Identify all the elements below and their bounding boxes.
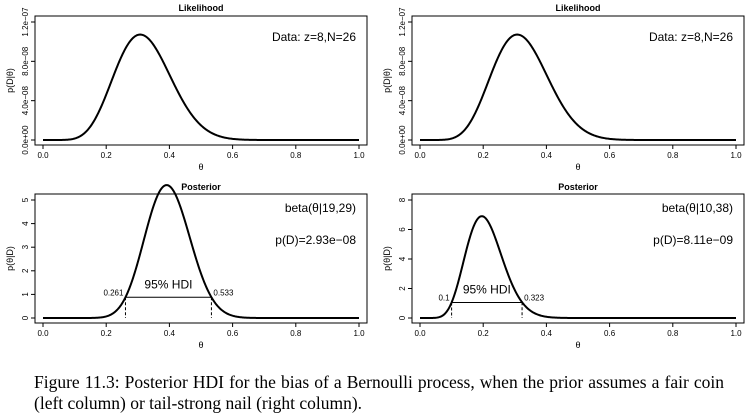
x-tick-label: 0.0 (414, 151, 426, 160)
panel-title: Likelihood (179, 3, 224, 13)
y-axis-label: p(D|θ) (382, 68, 392, 93)
hdi-high-label: 0.323 (524, 294, 545, 303)
x-tick-label: 0.4 (541, 329, 553, 338)
y-axis-label: p(θ|D) (5, 246, 15, 271)
x-tick-label: 0.2 (478, 329, 490, 338)
x-tick-label: 1.0 (353, 151, 365, 160)
y-tick-label: 3 (21, 244, 30, 249)
y-tick-label: 0 (21, 315, 30, 320)
x-tick-label: 1.0 (730, 329, 742, 338)
hdi-group: 95% HDI 0.1 0.323 (438, 283, 545, 318)
x-tick-label: 1.0 (730, 151, 742, 160)
x-tick-label: 0.2 (478, 151, 490, 160)
y-tick-label: 0 (398, 315, 407, 320)
x-tick-label: 0.8 (667, 151, 679, 160)
x-axis-label: θ (575, 340, 580, 350)
marginal-likelihood-text: p(D)=8.11e−09 (653, 233, 733, 247)
x-tick-label: 0.0 (414, 329, 426, 338)
y-tick-label: 4.0e−08 (21, 86, 30, 116)
figure-caption: Figure 11.3: Posterior HDI for the bias … (34, 372, 724, 413)
x-tick-label: 0.2 (101, 329, 113, 338)
hdi-low-label: 0.261 (103, 288, 124, 297)
plot-frame (34, 193, 368, 324)
x-axis-label: θ (198, 162, 203, 172)
hdi-high-label: 0.533 (213, 288, 234, 297)
plot-frame (411, 15, 745, 146)
x-axis: 0.0 0.2 0.4 0.6 0.8 1.0 (37, 323, 365, 338)
annotation-text: beta(θ|19,29) (285, 201, 356, 215)
density-curve (420, 33, 736, 141)
y-axis-label: p(θ|D) (382, 246, 392, 271)
x-axis-label: θ (575, 162, 580, 172)
y-tick-label: 4 (398, 256, 407, 261)
x-tick-label: 0.4 (164, 329, 176, 338)
marginal-likelihood-text: p(D)=2.93e−08 (275, 233, 356, 247)
y-axis: 0.0e+00 4.0e−08 8.0e−08 1.2e−07 (398, 7, 412, 155)
x-tick-label: 0.2 (101, 151, 113, 160)
hdi-label: 95% HDI (463, 283, 511, 297)
panel-title: Posterior (558, 182, 598, 192)
panel-top-left: Likelihood 0.0 0.2 0.4 0.6 0.8 1.0 θ 0.0e+00 4.0e… (5, 3, 368, 172)
panel-bottom-right: Posterior 0.0 0.2 0.4 0.6 0.8 1.0 θ 0 2 4 6 8 p(θ|D) b… (382, 182, 745, 350)
x-tick-label: 0.4 (164, 151, 176, 160)
x-tick-label: 0.8 (667, 329, 679, 338)
y-tick-label: 5 (21, 197, 30, 202)
x-axis-label: θ (198, 340, 203, 350)
x-tick-label: 0.6 (227, 151, 239, 160)
x-tick-label: 0.6 (227, 329, 239, 338)
density-curve (43, 33, 359, 141)
y-axis: 0 1 2 3 4 5 (21, 197, 35, 320)
x-tick-label: 1.0 (353, 329, 365, 338)
panel-title: Posterior (181, 182, 221, 192)
x-tick-label: 0.8 (290, 329, 302, 338)
y-tick-label: 8.0e−08 (21, 46, 30, 76)
y-tick-label: 1.2e−07 (398, 7, 407, 37)
y-tick-label: 4.0e−08 (398, 86, 407, 116)
x-axis: 0.0 0.2 0.4 0.6 0.8 1.0 (414, 145, 742, 160)
y-tick-label: 8 (398, 197, 407, 202)
x-tick-label: 0.4 (541, 151, 553, 160)
x-tick-label: 0.6 (604, 151, 616, 160)
x-tick-label: 0.0 (37, 151, 49, 160)
panel-title: Likelihood (556, 3, 601, 13)
panel-bottom-left: Posterior 0.0 0.2 0.4 0.6 0.8 1.0 θ 0 1 2 3 4 5 p(θ|D)… (5, 182, 368, 350)
hdi-low-label: 0.1 (438, 294, 450, 303)
annotation-text: Data: z=8,N=26 (649, 30, 733, 44)
annotation-text: beta(θ|10,38) (662, 201, 733, 215)
y-tick-label: 0.0e+00 (21, 125, 30, 155)
x-tick-label: 0.8 (290, 151, 302, 160)
y-axis-label: p(D|θ) (5, 68, 15, 93)
y-tick-label: 1.2e−07 (21, 7, 30, 37)
y-axis: 0 2 4 6 8 (398, 197, 412, 320)
hdi-label: 95% HDI (144, 277, 192, 291)
annotation-text: Data: z=8,N=26 (272, 30, 356, 44)
y-axis: 0.0e+00 4.0e−08 8.0e−08 1.2e−07 (21, 7, 35, 155)
figure: Likelihood 0.0 0.2 0.4 0.6 0.8 1.0 θ 0.0e+00 4.0e… (5, 3, 745, 350)
y-tick-label: 6 (398, 227, 407, 232)
density-curve (43, 184, 359, 319)
y-tick-label: 1 (21, 292, 30, 297)
panel-top-right: Likelihood 0.0 0.2 0.4 0.6 0.8 1.0 θ 0.0e+00 4.0e… (382, 3, 745, 172)
x-axis: 0.0 0.2 0.4 0.6 0.8 1.0 (414, 323, 742, 338)
y-tick-label: 8.0e−08 (398, 46, 407, 76)
density-curve (420, 215, 736, 319)
x-tick-label: 0.0 (37, 329, 49, 338)
x-axis: 0.0 0.2 0.4 0.6 0.8 1.0 (37, 145, 365, 160)
y-tick-label: 2 (398, 286, 407, 291)
hdi-group: 95% HDI 0.261 0.533 (103, 277, 234, 318)
y-tick-label: 4 (21, 221, 30, 226)
x-tick-label: 0.6 (604, 329, 616, 338)
y-tick-label: 2 (21, 268, 30, 273)
y-tick-label: 0.0e+00 (398, 125, 407, 155)
plot-frame (34, 15, 368, 146)
